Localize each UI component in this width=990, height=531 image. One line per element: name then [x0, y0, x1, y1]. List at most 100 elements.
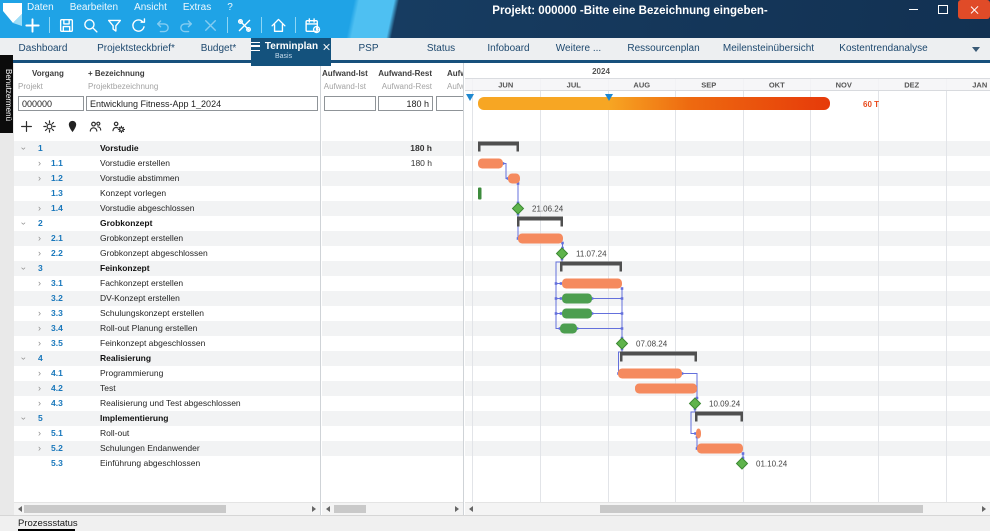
effort-row[interactable]: 180 h [322, 156, 463, 171]
scroll-left-icon[interactable] [18, 506, 22, 512]
chevron-collapsed-icon[interactable]: › [38, 278, 41, 288]
gantt-task-bar[interactable] [618, 368, 682, 379]
tab-menu-icon[interactable] [251, 42, 260, 51]
chevron-collapsed-icon[interactable]: › [38, 308, 41, 318]
scroll-left-icon[interactable] [469, 506, 473, 512]
gantt-task-bar[interactable] [697, 443, 743, 454]
menu-item-extras[interactable]: Extras [182, 2, 212, 13]
chevron-collapsed-icon[interactable]: › [38, 158, 41, 168]
close-button[interactable] [958, 0, 990, 19]
chevron-collapsed-icon[interactable]: › [38, 338, 41, 348]
column-header-bezeichnung[interactable]: + Bezeichnung [88, 69, 145, 78]
tab-ressourcenplan[interactable]: Ressourcenplan [627, 43, 700, 54]
task-row[interactable]: › 1.2 Vorstudie abstimmen [14, 171, 320, 186]
home-icon[interactable] [268, 15, 289, 36]
tab-weitere[interactable]: Weitere ... [555, 43, 602, 54]
settings-icon[interactable] [42, 119, 56, 133]
chevron-collapsed-icon[interactable]: › [38, 323, 41, 333]
chevron-expanded-icon[interactable]: › [19, 267, 29, 270]
gantt-summary-bar[interactable] [695, 411, 743, 416]
chevron-collapsed-icon[interactable]: › [38, 443, 41, 453]
gantt-task-bar[interactable] [562, 308, 592, 319]
task-row[interactable]: › 1 Vorstudie [14, 141, 320, 156]
process-status-label[interactable]: Prozessstatus [18, 518, 78, 529]
effort-row[interactable] [322, 306, 463, 321]
gantt-task-bar[interactable] [560, 323, 577, 334]
gantt-task-bar[interactable] [696, 428, 701, 439]
resource-settings-icon[interactable] [111, 119, 125, 133]
task-row[interactable]: › 5 Implementierung [14, 411, 320, 426]
effort-row[interactable] [322, 321, 463, 336]
effort-row[interactable] [322, 396, 463, 411]
menu-item-ansicht[interactable]: Ansicht [134, 2, 167, 13]
effort-row[interactable]: 180 h [322, 141, 463, 156]
gantt-task-bar[interactable] [508, 173, 520, 184]
gantt-task-bar[interactable] [478, 158, 503, 169]
resources-icon[interactable] [88, 119, 102, 133]
date-marker-icon[interactable] [466, 94, 474, 101]
effort-row[interactable] [322, 246, 463, 261]
menu-item-daten[interactable]: Daten [27, 2, 54, 13]
effort-row[interactable] [322, 276, 463, 291]
effort-row[interactable] [322, 171, 463, 186]
user-menu-tab[interactable]: Benutzermenü [0, 55, 13, 133]
gantt-task-bar[interactable] [562, 278, 622, 289]
column-header-aufwand-ist[interactable]: Aufwand-Ist [322, 69, 368, 78]
effort-row[interactable] [322, 336, 463, 351]
effort-row[interactable] [322, 456, 463, 471]
tab-projektsteckbrief[interactable]: Projektsteckbrief* [97, 43, 175, 54]
menu-item-bearbeiten[interactable]: Bearbeiten [69, 2, 119, 13]
effort-panel-hscrollbar[interactable] [322, 502, 463, 515]
effort-row[interactable] [322, 291, 463, 306]
effort-row[interactable] [322, 366, 463, 381]
gantt-milestone[interactable] [511, 202, 525, 215]
save-icon[interactable] [56, 15, 77, 36]
task-row[interactable]: › 4.3 Realisierung und Test abgeschlossen [14, 396, 320, 411]
gantt-milestone[interactable] [555, 247, 569, 260]
gantt-milestone[interactable] [615, 337, 629, 350]
chevron-collapsed-icon[interactable]: › [38, 368, 41, 378]
task-row[interactable]: › 5.1 Roll-out [14, 426, 320, 441]
task-row[interactable]: › 3.3 Schulungskonzept erstellen [14, 306, 320, 321]
chevron-expanded-icon[interactable]: › [19, 357, 29, 360]
tab-budget[interactable]: Budget* [200, 43, 237, 54]
chevron-collapsed-icon[interactable]: › [38, 383, 41, 393]
scrollbar-thumb[interactable] [334, 505, 366, 513]
column-header-aufwand-clipped[interactable]: Aufwa [447, 69, 463, 78]
project-number-input[interactable] [18, 96, 84, 111]
project-name-input[interactable] [86, 96, 318, 111]
chevron-expanded-icon[interactable]: › [19, 147, 29, 150]
task-row[interactable]: › 2 Grobkonzept [14, 216, 320, 231]
gantt-milestone[interactable] [688, 397, 702, 410]
tab-overflow-button[interactable] [962, 38, 990, 60]
add-icon[interactable] [22, 15, 43, 36]
search-icon[interactable] [80, 15, 101, 36]
task-row[interactable]: › 1.4 Vorstudie abgeschlossen [14, 201, 320, 216]
date-marker-icon[interactable] [605, 94, 613, 101]
gantt-task-bar[interactable] [518, 233, 563, 244]
task-panel-hscrollbar[interactable] [14, 502, 320, 515]
filter-icon[interactable] [104, 15, 125, 36]
gantt-task-tick[interactable] [478, 187, 482, 200]
scroll-right-icon[interactable] [982, 506, 986, 512]
chevron-collapsed-icon[interactable]: › [38, 203, 41, 213]
minimize-button[interactable] [898, 0, 928, 19]
scroll-left-icon[interactable] [326, 506, 330, 512]
effort-row[interactable] [322, 426, 463, 441]
tools-icon[interactable] [234, 15, 255, 36]
task-row[interactable]: › 2.1 Grobkonzept erstellen [14, 231, 320, 246]
pin-icon[interactable] [65, 119, 79, 133]
task-row[interactable]: › 4 Realisierung [14, 351, 320, 366]
chevron-expanded-icon[interactable]: › [19, 417, 29, 420]
scrollbar-thumb[interactable] [600, 505, 923, 513]
gantt-summary-bar[interactable] [560, 261, 622, 266]
effort-row[interactable] [322, 411, 463, 426]
task-row[interactable]: › 3.1 Fachkonzept erstellen [14, 276, 320, 291]
scrollbar-thumb[interactable] [24, 505, 226, 513]
chevron-collapsed-icon[interactable]: › [38, 173, 41, 183]
task-row[interactable]: › 3.4 Roll-out Planung erstellen [14, 321, 320, 336]
task-row[interactable]: › 3.5 Feinkonzept abgeschlossen [14, 336, 320, 351]
gantt-summary-bar[interactable] [517, 216, 563, 221]
effort-row[interactable] [322, 231, 463, 246]
task-row[interactable]: › 4.1 Programmierung [14, 366, 320, 381]
